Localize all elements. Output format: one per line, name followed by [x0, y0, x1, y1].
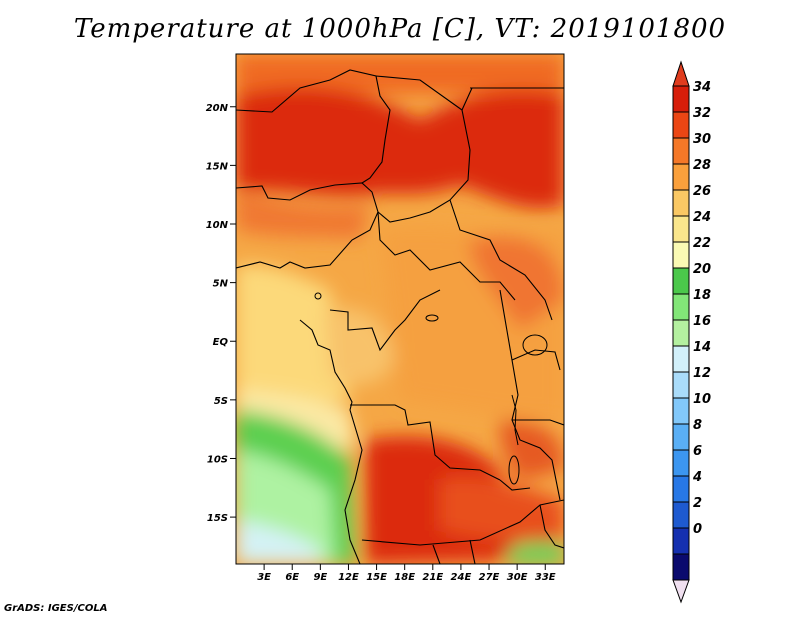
colorbar-swatch [672, 345, 690, 373]
colorbar-label: 16 [693, 314, 711, 329]
colorbar-swatch [672, 449, 690, 477]
colorbar-label: 24 [693, 210, 711, 225]
country-borders [236, 69, 564, 564]
colorbar-label: 6 [693, 444, 702, 459]
lon-tick-label: 6E [285, 572, 299, 583]
lon-tick-label: 3E [257, 572, 271, 583]
colorbar-label: 0 [693, 522, 702, 537]
colorbar-swatch [672, 423, 690, 451]
lat-tick-label: 15N [206, 161, 229, 172]
colorbar-swatch [672, 215, 690, 243]
colorbar-swatch [672, 501, 690, 529]
longitude-axis: 3E 6E 9E 12E 15E 18E 21E 24E 27E 30E 33E [257, 564, 556, 583]
colorbar-label: 22 [693, 236, 711, 251]
lon-tick-label: 30E [507, 572, 528, 583]
colorbar-swatch [672, 267, 690, 295]
lat-tick-label: 15S [207, 513, 228, 524]
colorbar-top-triangle [672, 60, 690, 87]
lon-tick-label: 21E [422, 572, 443, 583]
lat-tick-label: 5N [213, 279, 229, 290]
credit-text: GrADS: IGES/COLA [4, 603, 108, 614]
colorbar-label: 8 [693, 418, 702, 433]
colorbar-label: 4 [692, 470, 702, 485]
colorbar-label: 28 [693, 158, 711, 173]
lat-tick-label: 10S [207, 454, 228, 465]
colorbar-swatch [672, 189, 690, 217]
colorbar-label: 12 [693, 366, 711, 381]
lake-outlines [314, 292, 548, 485]
lon-tick-label: 33E [535, 572, 556, 583]
map-title: Temperature at 1000hPa [C], VT: 20191018… [73, 14, 727, 44]
lat-tick-label: 20N [206, 103, 229, 114]
colorbar-swatch [672, 319, 690, 347]
temperature-field [236, 54, 564, 564]
colorbar-label: 34 [693, 80, 711, 95]
colorbar-swatch [672, 111, 690, 139]
colorbar-swatch [672, 475, 690, 503]
colorbar-swatch [672, 553, 690, 581]
colorbar-swatch [672, 137, 690, 165]
lat-tick-label: 5S [214, 396, 228, 407]
colorbar-swatch [672, 241, 690, 269]
lon-tick-label: 27E [479, 572, 500, 583]
colorbar-swatch [672, 527, 690, 555]
lon-tick-label: 9E [313, 572, 327, 583]
lon-tick-label: 12E [338, 572, 359, 583]
colorbar-swatch [672, 371, 690, 399]
lon-tick-label: 15E [366, 572, 387, 583]
lat-tick-label: 10N [206, 220, 229, 231]
lon-tick-label: 24E [451, 572, 472, 583]
colorbar-swatch [672, 163, 690, 191]
colorbar-swatch [672, 293, 690, 321]
colorbar-label: 14 [693, 340, 711, 355]
lon-tick-label: 18E [394, 572, 415, 583]
colorbar-swatch [672, 85, 690, 113]
map-frame [235, 53, 565, 565]
latitude-axis: 20N 15N 10N 5N EQ 5S 10S 15S [206, 103, 236, 524]
colorbar-label: 2 [693, 496, 702, 511]
colorbar-label: 18 [693, 288, 711, 303]
colorbar-label: 26 [693, 184, 711, 199]
colorbar-label: 30 [693, 132, 711, 147]
lat-tick-label: EQ [213, 337, 229, 348]
colorbar-swatch [672, 397, 690, 425]
colorbar-label: 32 [693, 106, 711, 121]
colorbar-label: 20 [693, 262, 711, 277]
colorbar-bottom-triangle [672, 579, 690, 604]
colorbar-label: 10 [693, 392, 711, 407]
